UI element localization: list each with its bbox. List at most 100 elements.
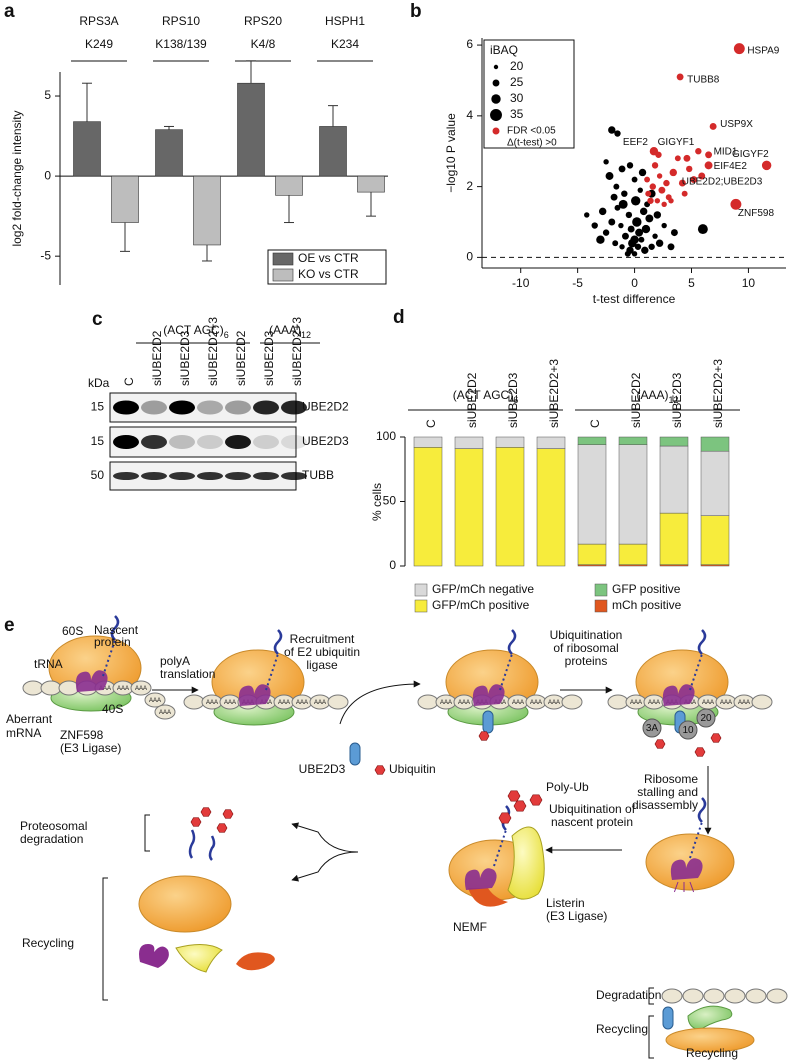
point-label: GIGYF2 (732, 149, 769, 160)
legend-size-dot (491, 94, 501, 104)
data-point (622, 232, 629, 240)
bar-segment (536, 448, 566, 567)
legend-label: mCh positive (612, 598, 682, 612)
step-label: of ribosomal (553, 641, 618, 655)
data-point (635, 228, 644, 237)
site-circle (642, 718, 662, 738)
listerin-shape (507, 826, 545, 900)
ubiquitin (654, 739, 666, 749)
blot-band (253, 472, 279, 480)
legend-label: GFP positive (612, 582, 681, 596)
data-point (761, 160, 772, 171)
nemf-fragment (236, 952, 275, 971)
category-label: RPS10 (162, 14, 200, 28)
category-label: siUBE2D3 (506, 372, 520, 428)
lane-label: siUBE2D2 (234, 330, 248, 386)
data-point (618, 165, 626, 173)
mrna-label: Aberrant (6, 712, 53, 726)
lane-label: siUBE2D3 (262, 330, 276, 386)
y-tick-label: 0 (44, 168, 51, 182)
site-label: K138/139 (155, 37, 207, 51)
y-tick-label: -5 (40, 248, 51, 262)
bar (193, 175, 221, 246)
x-axis-label: t-test difference (593, 292, 676, 306)
bar (275, 175, 303, 196)
data-point (705, 151, 713, 159)
bracket (102, 877, 108, 1001)
bracket (144, 814, 150, 852)
mrna-bead (661, 988, 683, 1004)
bar-segment (659, 512, 689, 565)
legend-label: 20 (510, 59, 524, 73)
blot-band (169, 435, 195, 449)
bar-segment (495, 436, 525, 448)
data-point (697, 224, 708, 235)
blot-band (225, 472, 251, 480)
ubiquitin (216, 823, 228, 833)
data-point (674, 155, 681, 162)
nascent-chain-dotted (493, 829, 507, 867)
trna-fragment (139, 944, 169, 968)
ubiquitin (374, 765, 386, 775)
data-point (621, 190, 628, 197)
data-point (624, 250, 631, 257)
nascent-chain (507, 629, 517, 655)
site-circle (696, 708, 716, 728)
data-point (661, 222, 667, 229)
listerin-label: Listerin (546, 896, 585, 910)
y-tick-label: 6 (466, 37, 473, 51)
legend-label: 25 (510, 75, 524, 89)
recycling-label: Recycling (686, 1046, 738, 1060)
data-point (641, 224, 651, 234)
polya-label: AAA (440, 700, 452, 706)
group-label-text: (AAA) (269, 323, 301, 337)
category-label: siUBE2D2 (629, 372, 643, 428)
arrow (291, 822, 359, 853)
data-point (613, 183, 620, 190)
mrna-bead (724, 988, 746, 1004)
data-point (638, 168, 647, 177)
y-axis-label: log2 fold-change intensity (10, 110, 24, 246)
bar (111, 175, 139, 223)
legend-size-dot (493, 64, 499, 70)
mrna-bead (745, 988, 767, 1004)
legend-dot (491, 126, 501, 136)
nascent-chain-dotted (689, 653, 703, 691)
y-tick-label: 0 (466, 250, 473, 264)
chain-fragment (208, 835, 216, 861)
mrna-bead (607, 694, 629, 710)
category-label: RPS20 (244, 14, 282, 28)
category-label: siUBE2D2+3 (547, 359, 561, 428)
mrna-bead (703, 988, 725, 1004)
trna-trace (673, 881, 679, 893)
mrna-bead (154, 704, 176, 720)
data-point (645, 190, 652, 197)
polya-label: AAA (314, 700, 326, 706)
blot-band (141, 435, 167, 449)
data-point (655, 239, 664, 247)
polya-label: AAA (296, 700, 308, 706)
step-label: Ubiquitination (550, 628, 623, 642)
bar (357, 175, 385, 193)
point-label: USP9X (720, 119, 753, 130)
data-point (647, 197, 654, 204)
ubiquitin (513, 800, 527, 812)
data-point (690, 176, 698, 183)
data-point (608, 218, 616, 226)
data-point (661, 201, 667, 208)
step-label: nascent protein (551, 815, 633, 829)
error-bar (82, 82, 92, 122)
bar (319, 126, 347, 177)
panel-label: c (92, 309, 103, 330)
group-label-subscript: 12 (301, 330, 311, 340)
data-point (614, 130, 621, 137)
data-point (596, 235, 605, 244)
nascent-chain-dotted (689, 821, 703, 859)
bracket (648, 1015, 654, 1059)
data-point (668, 198, 674, 204)
40s-label: 40S (102, 702, 123, 716)
data-point (653, 211, 662, 219)
blot-band (113, 472, 139, 480)
